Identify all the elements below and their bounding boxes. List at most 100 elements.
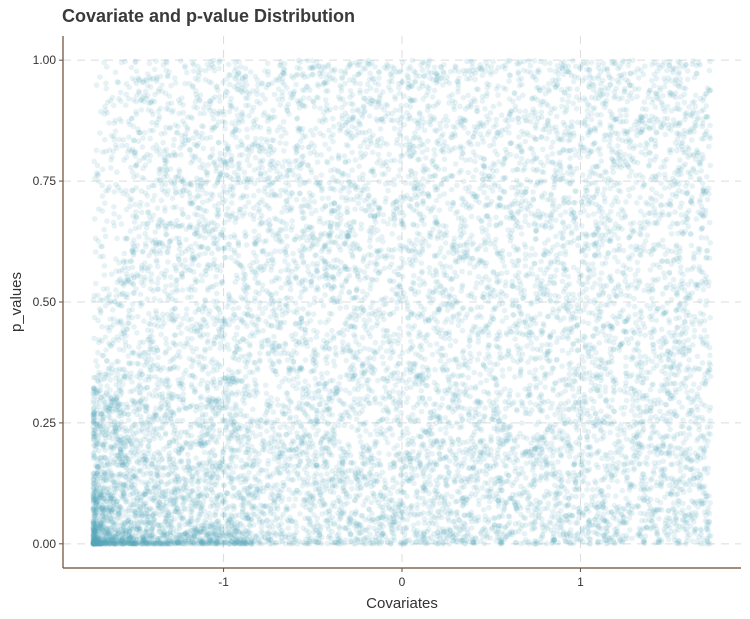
scatter-point [376,75,382,81]
scatter-point [515,115,521,122]
scatter-point [688,174,694,181]
scatter-point [493,336,499,343]
scatter-point [290,250,296,257]
scatter-point [310,327,317,334]
scatter-point [105,492,111,499]
scatter-point [642,145,649,151]
scatter-point [321,337,327,344]
scatter-point [431,64,438,71]
scatter-point [178,58,184,64]
scatter-point [385,378,392,384]
scatter-point [638,232,644,238]
scatter-point [196,362,203,368]
scatter-point [293,72,300,79]
scatter-point [202,348,208,354]
scatter-point [554,174,561,181]
scatter-point [677,248,683,255]
scatter-point [698,168,704,174]
scatter-point [182,476,188,482]
scatter-point [132,508,138,515]
scatter-point [456,310,463,317]
scatter-point [679,323,686,330]
scatter-point [432,173,439,179]
scatter-point [155,275,162,282]
scatter-point [238,457,245,464]
scatter-point [506,366,513,372]
scatter-point [276,75,282,81]
scatter-point [100,504,106,511]
scatter-point [306,529,312,535]
scatter-point [246,485,252,491]
scatter-point [695,483,702,489]
scatter-point [653,190,659,197]
scatter-point [285,279,292,286]
scatter-point [254,238,260,244]
scatter-point [411,466,418,473]
scatter-point [521,58,527,65]
scatter-point [697,96,704,102]
scatter-point [466,343,473,350]
scatter-point [341,449,347,455]
scatter-point [356,120,363,127]
scatter-point [329,185,336,192]
scatter-point [277,62,283,69]
scatter-point [448,186,455,193]
scatter-point [533,421,539,428]
scatter-point [348,100,354,107]
scatter-point [620,247,627,254]
scatter-point [373,427,379,434]
scatter-point [633,179,640,186]
scatter-point [179,192,185,199]
scatter-point [352,353,358,360]
scatter-point [679,139,686,146]
scatter-point [292,300,299,306]
scatter-point [599,487,605,494]
scatter-point [403,135,410,141]
scatter-point [318,445,325,452]
scatter-point [471,429,478,435]
scatter-point [705,438,711,444]
scatter-point [585,212,592,219]
scatter-point [286,496,292,503]
scatter-point [363,321,369,328]
scatter-point [220,226,227,233]
scatter-point [441,529,447,536]
scatter-point [476,351,483,357]
scatter-point [673,243,679,250]
scatter-point [572,378,578,385]
scatter-point [202,346,208,353]
scatter-point [144,296,151,302]
scatter-point [551,514,557,520]
scatter-point [205,427,211,434]
scatter-point [163,146,170,153]
scatter-point [516,269,522,276]
scatter-point [612,493,619,499]
scatter-point [313,431,319,438]
scatter-point [140,135,146,141]
scatter-point [360,403,367,410]
scatter-point [572,520,579,526]
scatter-point [277,268,284,275]
scatter-point [366,524,372,531]
scatter-point [671,476,677,483]
scatter-point [172,75,178,81]
scatter-point [682,513,689,519]
scatter-point [464,451,470,457]
scatter-point [585,481,591,487]
scatter-point [625,422,631,428]
scatter-point [553,434,559,441]
scatter-point [335,510,341,517]
scatter-point [379,354,386,360]
scatter-point [140,472,147,478]
scatter-point [526,132,532,139]
scatter-point [313,152,320,158]
scatter-point [225,241,231,248]
scatter-point [129,478,135,485]
scatter-point [264,60,271,67]
scatter-point [171,427,178,434]
scatter-point [636,503,642,510]
scatter-point [352,232,358,238]
scatter-point [94,493,101,499]
scatter-point [456,170,463,176]
scatter-point [115,401,122,407]
